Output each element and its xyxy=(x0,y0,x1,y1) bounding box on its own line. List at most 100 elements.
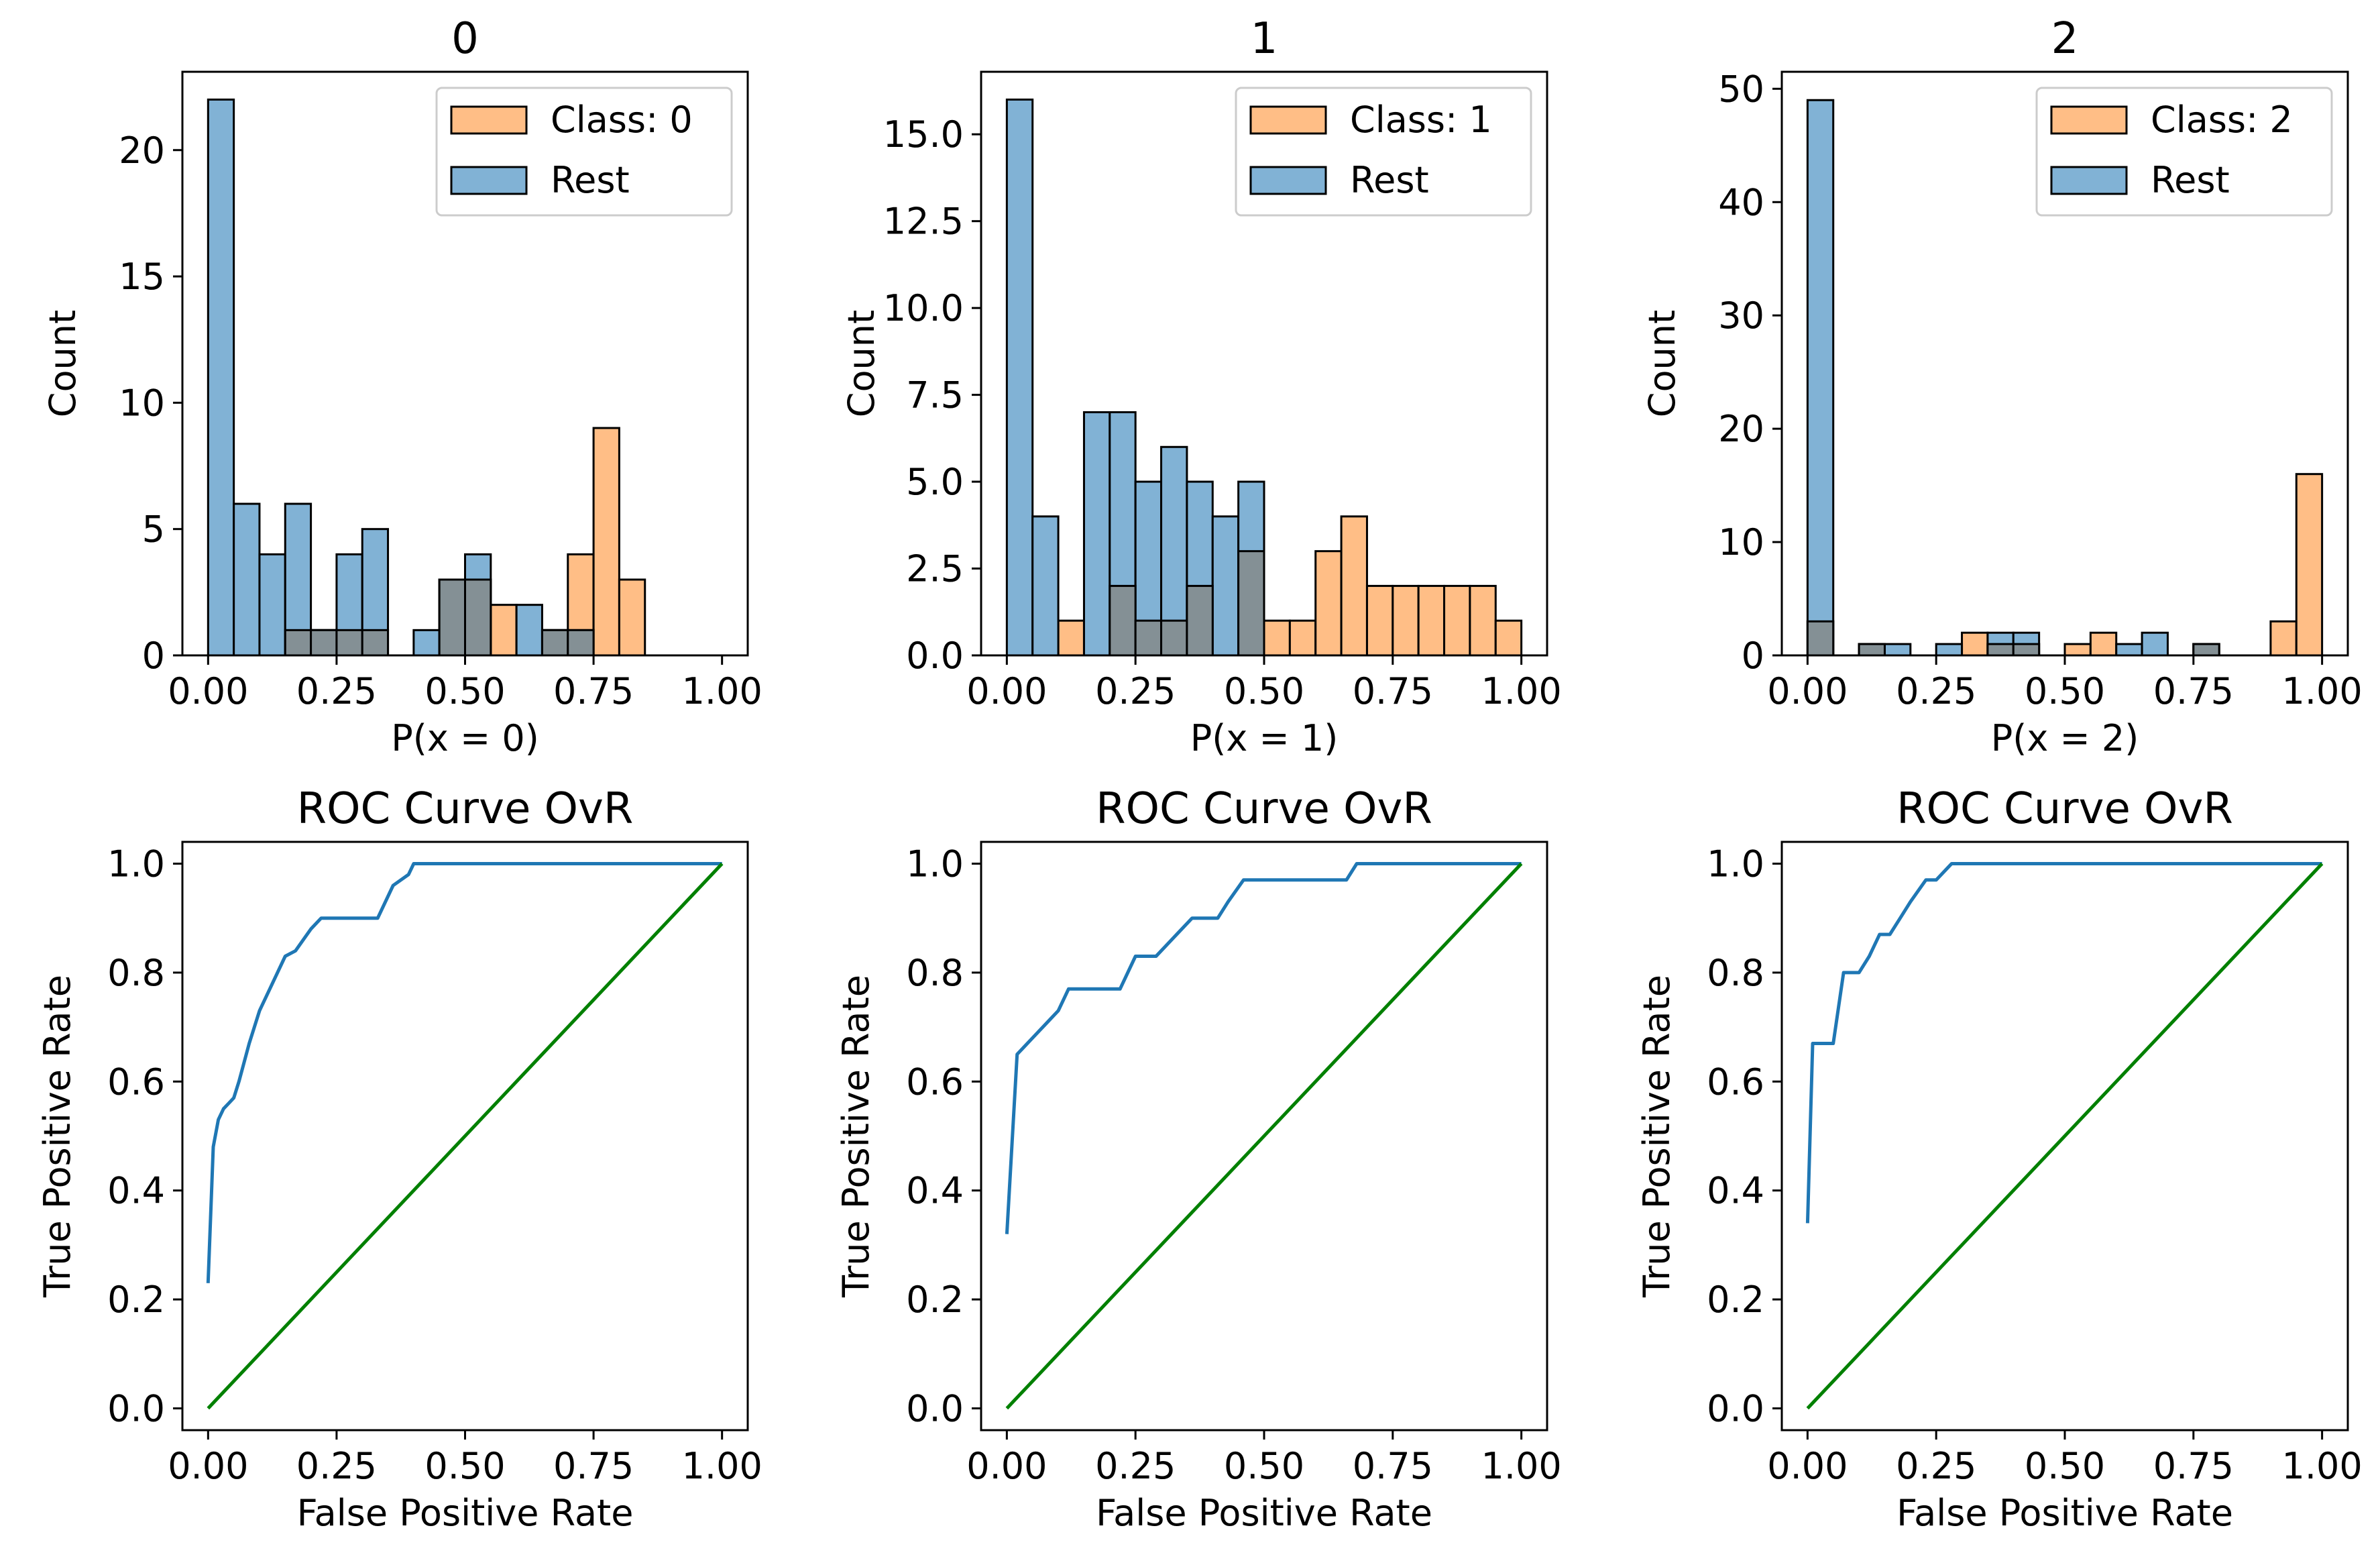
x-tick-label: 0.25 xyxy=(296,670,377,712)
legend-swatch-class xyxy=(2050,105,2128,135)
bar-overlap-13 xyxy=(541,629,569,657)
y-tick-label: 15.0 xyxy=(883,113,964,156)
bar-rest-12 xyxy=(2115,643,2143,657)
y-tick-label: 0.2 xyxy=(107,1279,165,1321)
diagonal-reference-line xyxy=(1005,862,1523,1410)
bar-overlap-9 xyxy=(438,578,467,657)
bar-class-16 xyxy=(618,578,646,657)
y-tick-label: 0.8 xyxy=(1707,952,1764,994)
bar-class-6 xyxy=(1961,631,1989,657)
bar-class-15 xyxy=(1392,584,1420,657)
bar-rest-0 xyxy=(1806,99,1835,657)
x-axis-label: P(x = 1) xyxy=(1190,717,1339,759)
bar-class-11 xyxy=(1288,619,1317,657)
y-tick-label: 0.4 xyxy=(107,1170,165,1212)
x-tick-label: 1.00 xyxy=(682,670,762,712)
roc-curve-line xyxy=(206,862,722,1283)
bar-overlap-6 xyxy=(1160,619,1188,657)
x-tick-label: 0.75 xyxy=(2153,1445,2234,1487)
y-tick-label: 40 xyxy=(1718,181,1764,223)
y-tick-label: 10.0 xyxy=(883,287,964,329)
subplot-2: 0.00 0.25 0.50 0.75 1.00 0.0 2.5 5.0 7.5 10.0 12.5… xyxy=(840,14,1562,759)
bar-class-10 xyxy=(2063,643,2092,657)
y-tick-label: 0.0 xyxy=(107,1388,165,1430)
legend-label-class: Class: 2 xyxy=(2151,99,2293,141)
y-axis-label: True Positive Rate xyxy=(1636,975,1678,1298)
bar-rest-1 xyxy=(1031,515,1060,657)
legend-swatch-rest xyxy=(2050,166,2128,195)
diagonal-reference-line xyxy=(207,862,724,1410)
bar-overlap-3 xyxy=(284,629,313,657)
y-tick-label: 0.6 xyxy=(1707,1061,1764,1103)
x-tick-label: 1.00 xyxy=(2282,670,2363,712)
subplot-6: 0.00 0.25 0.50 0.75 1.00 0.0 0.2 0.4 0.6 0.8 1.0 RO… xyxy=(1636,784,2363,1534)
x-tick-label: 0.00 xyxy=(1767,670,1848,712)
legend-label-rest: Rest xyxy=(1350,159,1429,201)
bar-overlap-8 xyxy=(2012,643,2041,657)
x-tick-label: 0.50 xyxy=(424,1445,505,1487)
y-tick-label: 0.0 xyxy=(906,635,964,677)
bar-class-19 xyxy=(2295,473,2324,657)
bar-overlap-7 xyxy=(1186,584,1214,657)
bar-overlap-6 xyxy=(361,629,390,657)
x-axis-label: False Positive Rate xyxy=(1896,1492,2233,1534)
x-tick-label: 0.50 xyxy=(424,670,505,712)
x-tick-label: 0.00 xyxy=(168,1445,248,1487)
x-axis-label: False Positive Rate xyxy=(1096,1492,1432,1534)
bar-rest-5 xyxy=(1935,643,1964,657)
y-tick-label: 0 xyxy=(1742,635,1764,677)
bar-rest-2 xyxy=(258,553,286,657)
y-tick-label: 7.5 xyxy=(906,374,964,417)
legend: Class: 2 Rest xyxy=(2035,87,2333,217)
bar-overlap-5 xyxy=(335,629,363,657)
legend-swatch-rest xyxy=(1249,166,1327,195)
y-axis-label: True Positive Rate xyxy=(835,975,877,1298)
y-tick-label: 10 xyxy=(1718,521,1764,563)
x-tick-label: 0.75 xyxy=(553,1445,634,1487)
y-axis-label: Count xyxy=(42,310,84,417)
bar-class-11 xyxy=(2089,631,2118,657)
y-tick-label: 0.2 xyxy=(1707,1279,1764,1321)
bar-class-2 xyxy=(1057,619,1085,657)
legend-swatch-rest xyxy=(450,166,528,195)
bar-class-12 xyxy=(1314,550,1343,657)
legend-label-class: Class: 0 xyxy=(551,99,693,141)
x-axis-label: P(x = 0) xyxy=(391,717,539,759)
bar-class-18 xyxy=(1469,584,1497,657)
y-axis-label: True Positive Rate xyxy=(36,975,78,1298)
bar-overlap-10 xyxy=(464,578,492,657)
y-tick-label: 5 xyxy=(142,508,165,551)
y-tick-label: 0.8 xyxy=(906,952,964,994)
legend-label-rest: Rest xyxy=(551,159,630,201)
bar-overlap-4 xyxy=(310,629,338,657)
x-tick-label: 0.50 xyxy=(2025,670,2105,712)
bar-rest-8 xyxy=(1211,515,1240,657)
x-tick-label: 0.25 xyxy=(1095,1445,1176,1487)
x-tick-label: 0.50 xyxy=(1224,670,1304,712)
x-tick-label: 1.00 xyxy=(682,1445,762,1487)
y-tick-label: 0.2 xyxy=(906,1279,964,1321)
subplot-5: 0.00 0.25 0.50 0.75 1.00 0.0 0.2 0.4 0.6 0.8 1.0 RO… xyxy=(835,784,1562,1534)
x-axis-label: P(x = 2) xyxy=(1991,717,2139,759)
x-tick-label: 0.75 xyxy=(1353,1445,1433,1487)
bar-overlap-5 xyxy=(1134,619,1163,657)
y-tick-label: 20 xyxy=(119,129,165,172)
y-tick-label: 1.0 xyxy=(906,843,964,885)
roc-curve-line xyxy=(1005,862,1522,1234)
y-tick-label: 0.0 xyxy=(906,1388,964,1430)
legend: Class: 0 Rest xyxy=(435,87,733,217)
y-tick-label: 0.4 xyxy=(906,1170,964,1212)
y-axis-label: Count xyxy=(1641,310,1683,417)
x-axis-label: False Positive Rate xyxy=(297,1492,634,1534)
bar-class-19 xyxy=(1494,619,1523,657)
x-tick-label: 0.00 xyxy=(966,670,1047,712)
subplot-1: 0.00 0.25 0.50 0.75 1.00 0 5 10 15 20 0 P(x = 0) Cou… xyxy=(42,14,762,759)
x-tick-label: 0.25 xyxy=(1896,1445,1976,1487)
bar-overlap-0 xyxy=(1806,620,1835,657)
bar-overlap-7 xyxy=(1986,643,2015,657)
subplot-title: ROC Curve OvR xyxy=(297,784,634,834)
y-tick-label: 30 xyxy=(1718,294,1764,337)
x-tick-label: 0.25 xyxy=(1095,670,1176,712)
bar-class-11 xyxy=(490,604,518,657)
